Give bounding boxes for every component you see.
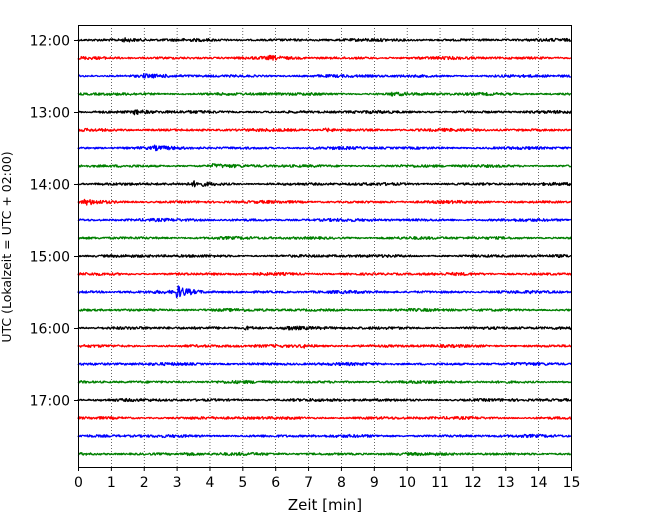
trace-line <box>77 144 572 152</box>
x-tick-label: 10 <box>398 475 416 491</box>
trace-line <box>77 361 572 367</box>
trace-line <box>77 397 572 403</box>
trace-line <box>77 180 572 188</box>
seismic-traces <box>77 37 572 457</box>
y-tick-label: 12:00 <box>30 34 70 50</box>
x-tick-label: 11 <box>431 475 449 491</box>
trace-line <box>77 307 572 313</box>
x-tick-label: 12 <box>464 475 482 491</box>
y-axis-ticks: 12:00 13:00 14:00 15:00 16:00 17:00 <box>30 34 78 410</box>
trace-line <box>77 433 572 439</box>
y-tick-label: 15:00 <box>30 250 70 266</box>
trace-line <box>77 253 572 259</box>
x-tick-label: 8 <box>337 475 346 491</box>
trace-line <box>77 343 572 349</box>
trace-line <box>77 451 572 457</box>
trace-line <box>77 235 572 241</box>
x-tick-label: 3 <box>173 475 182 491</box>
x-tick-label: 2 <box>140 475 149 491</box>
x-tick-label: 5 <box>238 475 247 491</box>
x-axis-ticks: 0 1 2 3 4 5 6 7 8 9 10 11 12 13 14 15 <box>74 467 580 491</box>
trace-line <box>77 198 572 206</box>
trace-line <box>77 163 572 169</box>
x-tick-label: 1 <box>107 475 116 491</box>
plot-frame <box>78 25 572 468</box>
trace-line <box>77 127 572 133</box>
y-axis-label: UTC (Lokalzeit = UTC + 02:00) <box>0 151 14 342</box>
trace-line <box>77 271 572 277</box>
y-tick-label: 17:00 <box>30 394 70 410</box>
y-tick-label: 13:00 <box>30 106 70 122</box>
x-axis-label: Zeit [min] <box>288 496 362 514</box>
y-tick-label: 14:00 <box>30 178 70 194</box>
trace-line <box>77 37 572 43</box>
trace-line <box>77 217 572 223</box>
x-tick-label: 13 <box>497 475 515 491</box>
trace-line <box>77 325 572 331</box>
trace-line <box>77 72 572 79</box>
trace-line <box>77 415 572 421</box>
x-tick-label: 4 <box>206 475 215 491</box>
x-tick-label: 9 <box>370 475 379 491</box>
trace-line <box>77 109 572 116</box>
trace-line <box>77 379 572 385</box>
x-tick-label: 0 <box>74 475 83 491</box>
trace-line <box>77 91 572 97</box>
x-tick-label: 7 <box>304 475 313 491</box>
x-tick-label: 14 <box>530 475 548 491</box>
x-tick-label: 6 <box>271 475 280 491</box>
trace-line <box>77 285 572 299</box>
trace-line <box>77 54 572 61</box>
x-tick-label: 15 <box>563 475 581 491</box>
y-tick-label: 16:00 <box>30 322 70 338</box>
